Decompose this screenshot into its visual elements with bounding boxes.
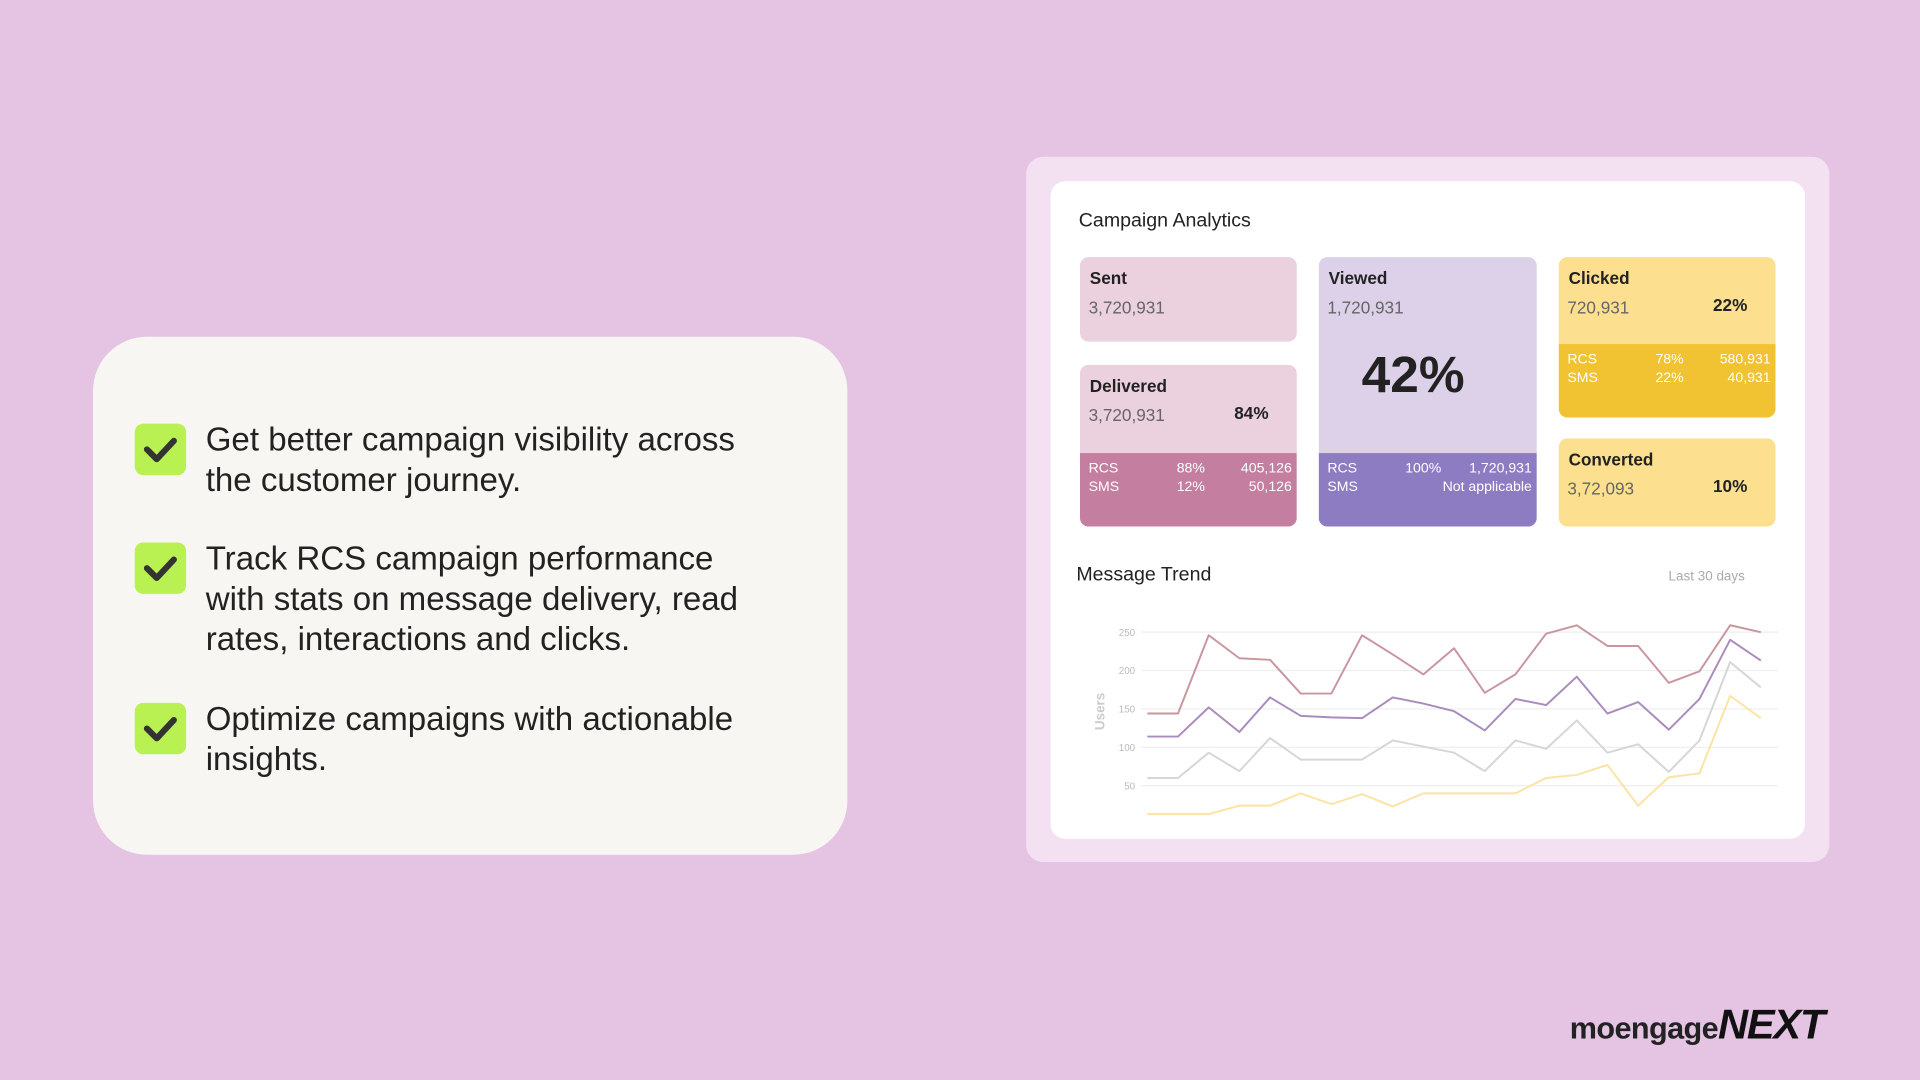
card-title: Converted	[1568, 449, 1654, 469]
check-mark	[143, 437, 177, 463]
y-tick-label: 250	[1119, 628, 1136, 639]
stat-card: Delivered 3,720,931 84% RCS 88% 405,126 SMS 12%…	[1080, 364, 1297, 527]
card-percent: 10%	[1713, 476, 1748, 496]
stat-card: Converted 3,72,093 10%	[1558, 438, 1776, 527]
bullet-text: Get better campaign visibility across th…	[205, 421, 735, 499]
card-value: 3,720,931	[1088, 297, 1165, 318]
card-percent: 84%	[1234, 402, 1269, 423]
chart-subtitle: Last 30 days	[1668, 569, 1745, 585]
y-tick-label: 100	[1119, 743, 1136, 754]
check-icon	[134, 702, 187, 755]
card-value: 1,720,931	[1327, 297, 1404, 318]
channel-count: Not applicable	[1442, 480, 1532, 495]
logo: moengageNEXT	[1569, 1001, 1826, 1050]
check-icon	[134, 423, 187, 476]
check-mark	[143, 716, 177, 742]
card-percent: 42%	[1361, 345, 1465, 403]
y-tick-label: 150	[1119, 705, 1136, 716]
channel: SMS	[1327, 480, 1358, 495]
trend-line	[1147, 638, 1762, 738]
card-breakdown: RCS 100% 1,720,931 SMS Not applicable	[1318, 453, 1537, 527]
channel: SMS	[1088, 480, 1120, 495]
dashboard-title: Campaign Analytics	[1078, 210, 1251, 232]
channel-count: 1,720,931	[1469, 461, 1532, 477]
card-breakdown: RCS 78% 580,931 SMS 22% 40,931	[1558, 344, 1776, 418]
channel-count: 40,931	[1727, 371, 1771, 386]
y-axis-label: Users	[1092, 693, 1107, 730]
channel-percent: 88%	[1176, 461, 1205, 477]
card-title: Viewed	[1328, 268, 1388, 288]
logo-suffix: NEXT	[1717, 1001, 1825, 1049]
channel-count: 580,931	[1719, 352, 1771, 368]
card-value: 720,931	[1567, 297, 1630, 318]
channel: RCS	[1567, 352, 1598, 368]
y-tick-label: 50	[1124, 781, 1135, 792]
bullet-text: Optimize campaigns with actionable insig…	[205, 700, 734, 778]
logo-brand: moengage	[1569, 1011, 1719, 1046]
channel-count: 405,126	[1240, 461, 1292, 477]
card-title: Sent	[1089, 268, 1127, 288]
check-icon	[134, 542, 187, 594]
channel: RCS	[1327, 461, 1358, 477]
stat-card: Sent 3,720,931	[1080, 257, 1297, 342]
card-breakdown: RCS 88% 405,126 SMS 12% 50,126	[1080, 453, 1297, 527]
card-value: 3,72,093	[1567, 478, 1635, 499]
y-tick-label: 200	[1119, 666, 1136, 677]
bullet-text: Track RCS campaign performance with stat…	[205, 540, 739, 658]
card-percent: 22%	[1713, 295, 1748, 315]
channel-count: 50,126	[1248, 480, 1292, 495]
trend-line	[1147, 661, 1762, 780]
chart-title: Message Trend	[1076, 564, 1212, 586]
channel-percent: 100%	[1405, 461, 1442, 477]
channel-percent: 12%	[1176, 480, 1205, 495]
stat-card: Viewed 1,720,931 42% RCS 100% 1,720,931 SMS Not…	[1318, 257, 1537, 527]
stat-card: Clicked 720,931 22% RCS 78% 580,931 SMS 22% 40,9…	[1558, 257, 1776, 418]
trend-line	[1147, 624, 1762, 715]
card-title: Delivered	[1089, 375, 1167, 396]
channel-percent: 78%	[1655, 352, 1684, 368]
check-mark	[143, 556, 177, 582]
channel-percent: 22%	[1655, 371, 1684, 386]
trend-line	[1147, 694, 1762, 816]
channel: RCS	[1088, 461, 1119, 477]
card-value: 3,720,931	[1088, 405, 1165, 425]
feature-card	[93, 336, 848, 855]
channel: SMS	[1567, 371, 1598, 386]
card-title: Clicked	[1568, 268, 1630, 288]
